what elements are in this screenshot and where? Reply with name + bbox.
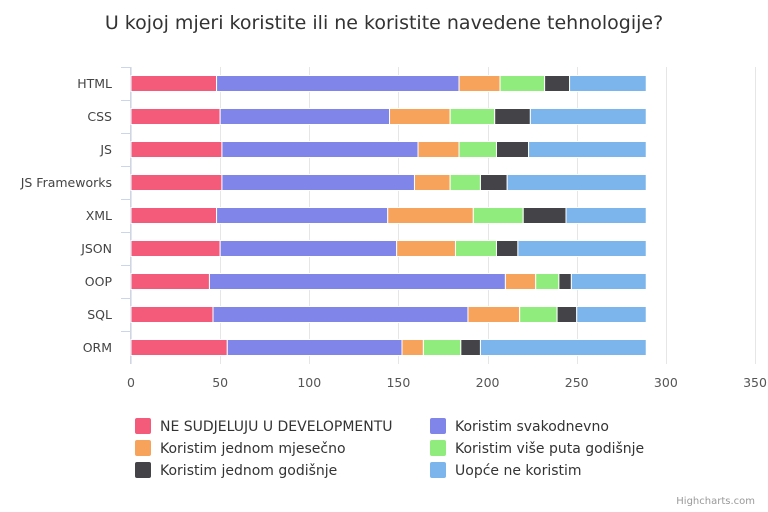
legend-symbol <box>135 418 151 434</box>
bar-segment[interactable] <box>535 273 560 290</box>
category-label: CSS <box>87 109 112 124</box>
category-label: JS Frameworks <box>20 175 112 190</box>
bar-segment[interactable] <box>422 339 462 356</box>
legend-label: Uopće ne koristim <box>455 463 582 479</box>
legend-item[interactable]: Koristim jednom godišnje <box>135 462 337 479</box>
bar-segment[interactable] <box>417 141 460 158</box>
legend-symbol <box>430 440 446 456</box>
category-label: SQL <box>87 307 112 322</box>
bar-segment[interactable] <box>449 108 496 125</box>
x-tick-label: 0 <box>127 375 135 390</box>
x-tick-label: 250 <box>565 375 589 390</box>
x-tick-label: 100 <box>297 375 321 390</box>
x-axis-ticks: 0 50 100 150 200 250 300 350 <box>127 375 767 390</box>
bar-segment[interactable] <box>130 108 221 125</box>
legend-symbol <box>135 462 151 478</box>
bar-segment[interactable] <box>495 240 519 257</box>
bar-segment[interactable] <box>529 108 647 125</box>
x-tick-label: 200 <box>476 375 500 390</box>
category-label: ORM <box>83 340 112 355</box>
category-label: XML <box>86 208 112 223</box>
bar-segment[interactable] <box>528 141 647 158</box>
bars <box>130 75 647 356</box>
legend-item[interactable]: Uopće ne koristim <box>430 462 582 479</box>
category-label: JS <box>99 142 112 157</box>
category-labels: HTML CSS JS JS Frameworks XML JSON OOP SQL ORM <box>20 76 113 355</box>
legend-item[interactable]: Koristim više puta godišnje <box>430 440 644 457</box>
bar-segment[interactable] <box>506 174 647 191</box>
legend-item[interactable]: Koristim jednom mjesečno <box>135 440 346 457</box>
bar-segment[interactable] <box>389 108 451 125</box>
bar-segment[interactable] <box>216 75 460 92</box>
bar-segment[interactable] <box>472 207 524 224</box>
bar-segment[interactable] <box>460 339 481 356</box>
legend-label: NE SUDJELUJU U DEVELOPMENTU <box>160 419 393 435</box>
bar-segment[interactable] <box>544 75 571 92</box>
bar-segment[interactable] <box>226 339 403 356</box>
bar-segment[interactable] <box>396 240 456 257</box>
bar-segment[interactable] <box>219 108 391 125</box>
legend-item[interactable]: NE SUDJELUJU U DEVELOPMENTU <box>135 418 393 435</box>
legend: NE SUDJELUJU U DEVELOPMENTU Koristim svak… <box>135 418 644 479</box>
bar-segment[interactable] <box>499 75 546 92</box>
bar-segment[interactable] <box>449 174 481 191</box>
bar-segment[interactable] <box>519 306 558 323</box>
credits[interactable]: Highcharts.com <box>676 496 755 507</box>
bar-segment[interactable] <box>494 108 531 125</box>
legend-label: Koristim više puta godišnje <box>455 441 644 457</box>
legend-label: Koristim jednom godišnje <box>160 463 337 479</box>
legend-symbol <box>135 440 151 456</box>
bar-segment[interactable] <box>458 141 497 158</box>
x-tick-label: 50 <box>212 375 228 390</box>
bar-segment[interactable] <box>130 339 228 356</box>
bar-segment[interactable] <box>467 306 521 323</box>
bar-segment[interactable] <box>522 207 567 224</box>
bar-segment[interactable] <box>208 273 506 290</box>
bar-segment[interactable] <box>504 273 537 290</box>
bar-segment[interactable] <box>569 75 647 92</box>
x-tick-label: 300 <box>654 375 678 390</box>
legend-item[interactable]: Koristim svakodnevno <box>430 418 609 435</box>
category-label: JSON <box>80 241 112 256</box>
bar-segment[interactable] <box>570 273 647 290</box>
bar-segment[interactable] <box>565 207 647 224</box>
legend-label: Koristim svakodnevno <box>455 419 609 435</box>
bar-segment[interactable] <box>458 75 501 92</box>
category-label: OOP <box>85 274 113 289</box>
bar-segment[interactable] <box>219 240 398 257</box>
legend-label: Koristim jednom mjesečno <box>160 441 346 457</box>
bar-segment[interactable] <box>130 306 214 323</box>
bar-segment[interactable] <box>413 174 451 191</box>
bar-segment[interactable] <box>556 306 578 323</box>
bar-segment[interactable] <box>130 75 218 92</box>
bar-segment[interactable] <box>130 273 210 290</box>
bar-segment[interactable] <box>130 240 221 257</box>
legend-symbol <box>430 418 446 434</box>
chart-title: U kojoj mjeri koristite ili ne koristite… <box>105 12 663 34</box>
legend-symbol <box>430 462 446 478</box>
bar-segment[interactable] <box>558 273 572 290</box>
bar-segment[interactable] <box>216 207 389 224</box>
bar-segment[interactable] <box>130 207 218 224</box>
bar-segment[interactable] <box>130 174 223 191</box>
x-tick-label: 150 <box>386 375 410 390</box>
category-label: HTML <box>77 76 112 91</box>
bar-segment[interactable] <box>221 141 419 158</box>
bar-segment[interactable] <box>479 174 508 191</box>
bar-segment[interactable] <box>212 306 469 323</box>
x-tick-label: 350 <box>743 375 767 390</box>
bar-segment[interactable] <box>454 240 497 257</box>
bar-segment[interactable] <box>479 339 647 356</box>
bar-segment[interactable] <box>221 174 415 191</box>
bar-segment[interactable] <box>401 339 424 356</box>
bar-segment[interactable] <box>576 306 647 323</box>
bar-segment[interactable] <box>130 141 223 158</box>
bar-segment[interactable] <box>387 207 474 224</box>
bar-segment[interactable] <box>495 141 530 158</box>
bar-segment[interactable] <box>517 240 647 257</box>
